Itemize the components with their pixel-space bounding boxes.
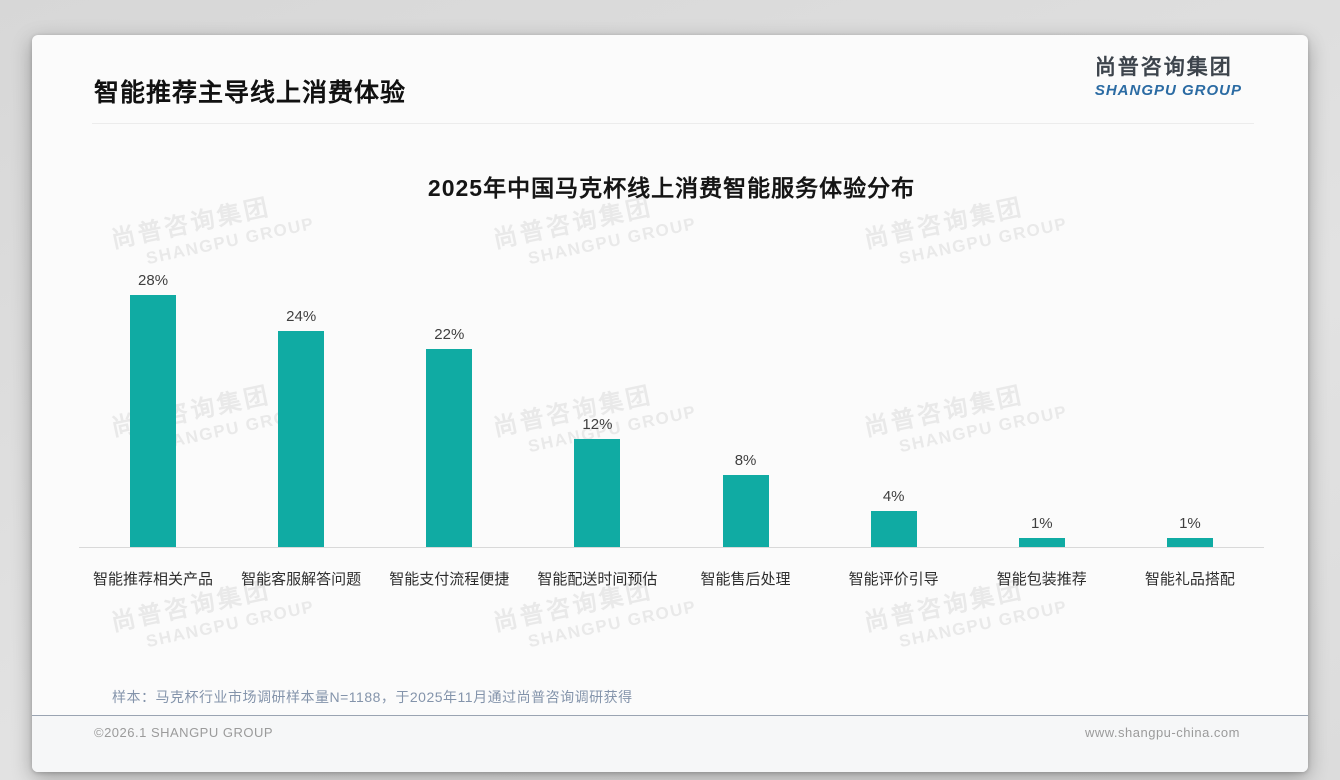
- bar-group: 4%: [820, 216, 968, 547]
- copyright-text: ©2026.1 SHANGPU GROUP: [94, 725, 274, 740]
- header-divider: [92, 123, 1254, 124]
- bar-group: 22%: [375, 216, 523, 547]
- bar: [426, 349, 473, 547]
- bar-value-label: 24%: [286, 308, 317, 325]
- bar-value-label: 22%: [434, 326, 465, 343]
- chart-title: 2025年中国马克杯线上消费智能服务体验分布: [427, 175, 916, 201]
- x-axis-label: 智能支付流程便捷: [389, 571, 510, 588]
- bar: [1166, 538, 1213, 547]
- bar: [1018, 538, 1065, 547]
- bar-group: 1%: [1116, 216, 1264, 547]
- bar-group: 28%: [79, 216, 227, 547]
- bar-group: 24%: [227, 216, 375, 547]
- bar-value-label: 28%: [138, 272, 169, 289]
- logo-text-cn: 尚普咨询集团: [1094, 56, 1233, 79]
- bar-value-label: 8%: [734, 452, 757, 469]
- sample-note: 样本：马克杯行业市场调研样本量N=1188，于2025年11月通过尚普咨询调研获…: [112, 689, 633, 705]
- watermark-text-en: SHANGPU GROUP: [144, 596, 317, 652]
- x-axis-labels: 智能推荐相关产品 智能客服解答问题 智能支付流程便捷 智能配送时间预估 智能售后处理 智能…: [79, 568, 1264, 589]
- company-logo: 尚普咨询集团 SHANGPU GROUP: [1095, 51, 1242, 99]
- page-title: 智能推荐主导线上消费体验: [94, 79, 407, 107]
- slide-footer: ©2026.1 SHANGPU GROUP www.shangpu-china.…: [32, 715, 1308, 772]
- bar-value-label: 1%: [1179, 515, 1201, 532]
- x-axis-label: 智能礼品搭配: [1144, 571, 1235, 588]
- bar: [278, 331, 325, 547]
- bar-value-label: 12%: [582, 416, 613, 433]
- slide-card: 尚普咨询集团 SHANGPU GROUP 尚普咨询集团 SHANGPU GROUP 尚普…: [32, 35, 1308, 772]
- watermark-text-en: SHANGPU GROUP: [526, 596, 699, 652]
- x-axis-label: 智能包装推荐: [996, 571, 1087, 588]
- x-axis-label: 智能配送时间预估: [537, 571, 658, 588]
- bar: [574, 439, 621, 547]
- bar-group: 1%: [968, 216, 1116, 547]
- x-axis-label: 智能推荐相关产品: [93, 571, 214, 588]
- x-axis-label: 智能评价引导: [848, 571, 939, 588]
- x-axis-label: 智能售后处理: [700, 571, 791, 588]
- bar: [722, 475, 769, 547]
- plot-area: 28% 24% 22% 12% 8% 4% 1% 1%: [79, 216, 1264, 548]
- bar: [870, 511, 917, 547]
- bar-value-label: 4%: [882, 488, 905, 505]
- bar-value-label: 1%: [1030, 515, 1053, 532]
- bar-group: 12%: [523, 216, 671, 547]
- x-axis-label: 智能客服解答问题: [241, 571, 362, 588]
- bar: [130, 295, 177, 547]
- website-link[interactable]: www.shangpu-china.com: [1084, 725, 1240, 740]
- logo-text-en: SHANGPU GROUP: [1094, 82, 1242, 99]
- watermark-text-en: SHANGPU GROUP: [897, 596, 1070, 652]
- bar-group: 8%: [672, 216, 820, 547]
